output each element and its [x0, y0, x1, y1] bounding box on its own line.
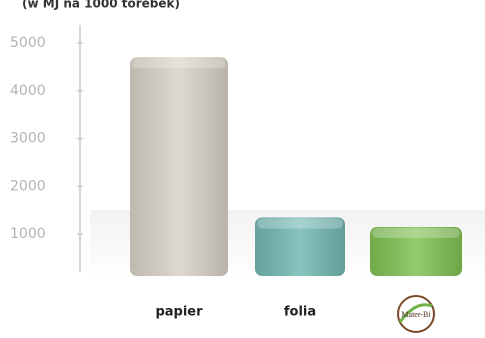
- bar-shade: [255, 217, 345, 276]
- y-tick-label: 5000: [10, 35, 46, 51]
- y-tick-label: 4000: [10, 83, 46, 99]
- x-tick-label: Mater-Bi: [401, 310, 431, 319]
- bar-top: [372, 228, 460, 239]
- y-tick-label: 2000: [10, 178, 46, 194]
- bar-shade: [370, 227, 462, 276]
- y-tick-label: 3000: [10, 131, 46, 147]
- logo-leaf: [398, 303, 433, 323]
- bar-shade: [130, 57, 228, 277]
- x-tick-label: folia: [284, 305, 316, 320]
- bar-top: [257, 218, 343, 229]
- x-tick-label: papier: [155, 305, 203, 320]
- y-tick-label: 1000: [10, 226, 46, 242]
- bar-top: [132, 58, 226, 69]
- logo: Mater-Bi: [397, 295, 435, 333]
- chart-title: (w MJ na 1000 torebek): [22, 0, 180, 11]
